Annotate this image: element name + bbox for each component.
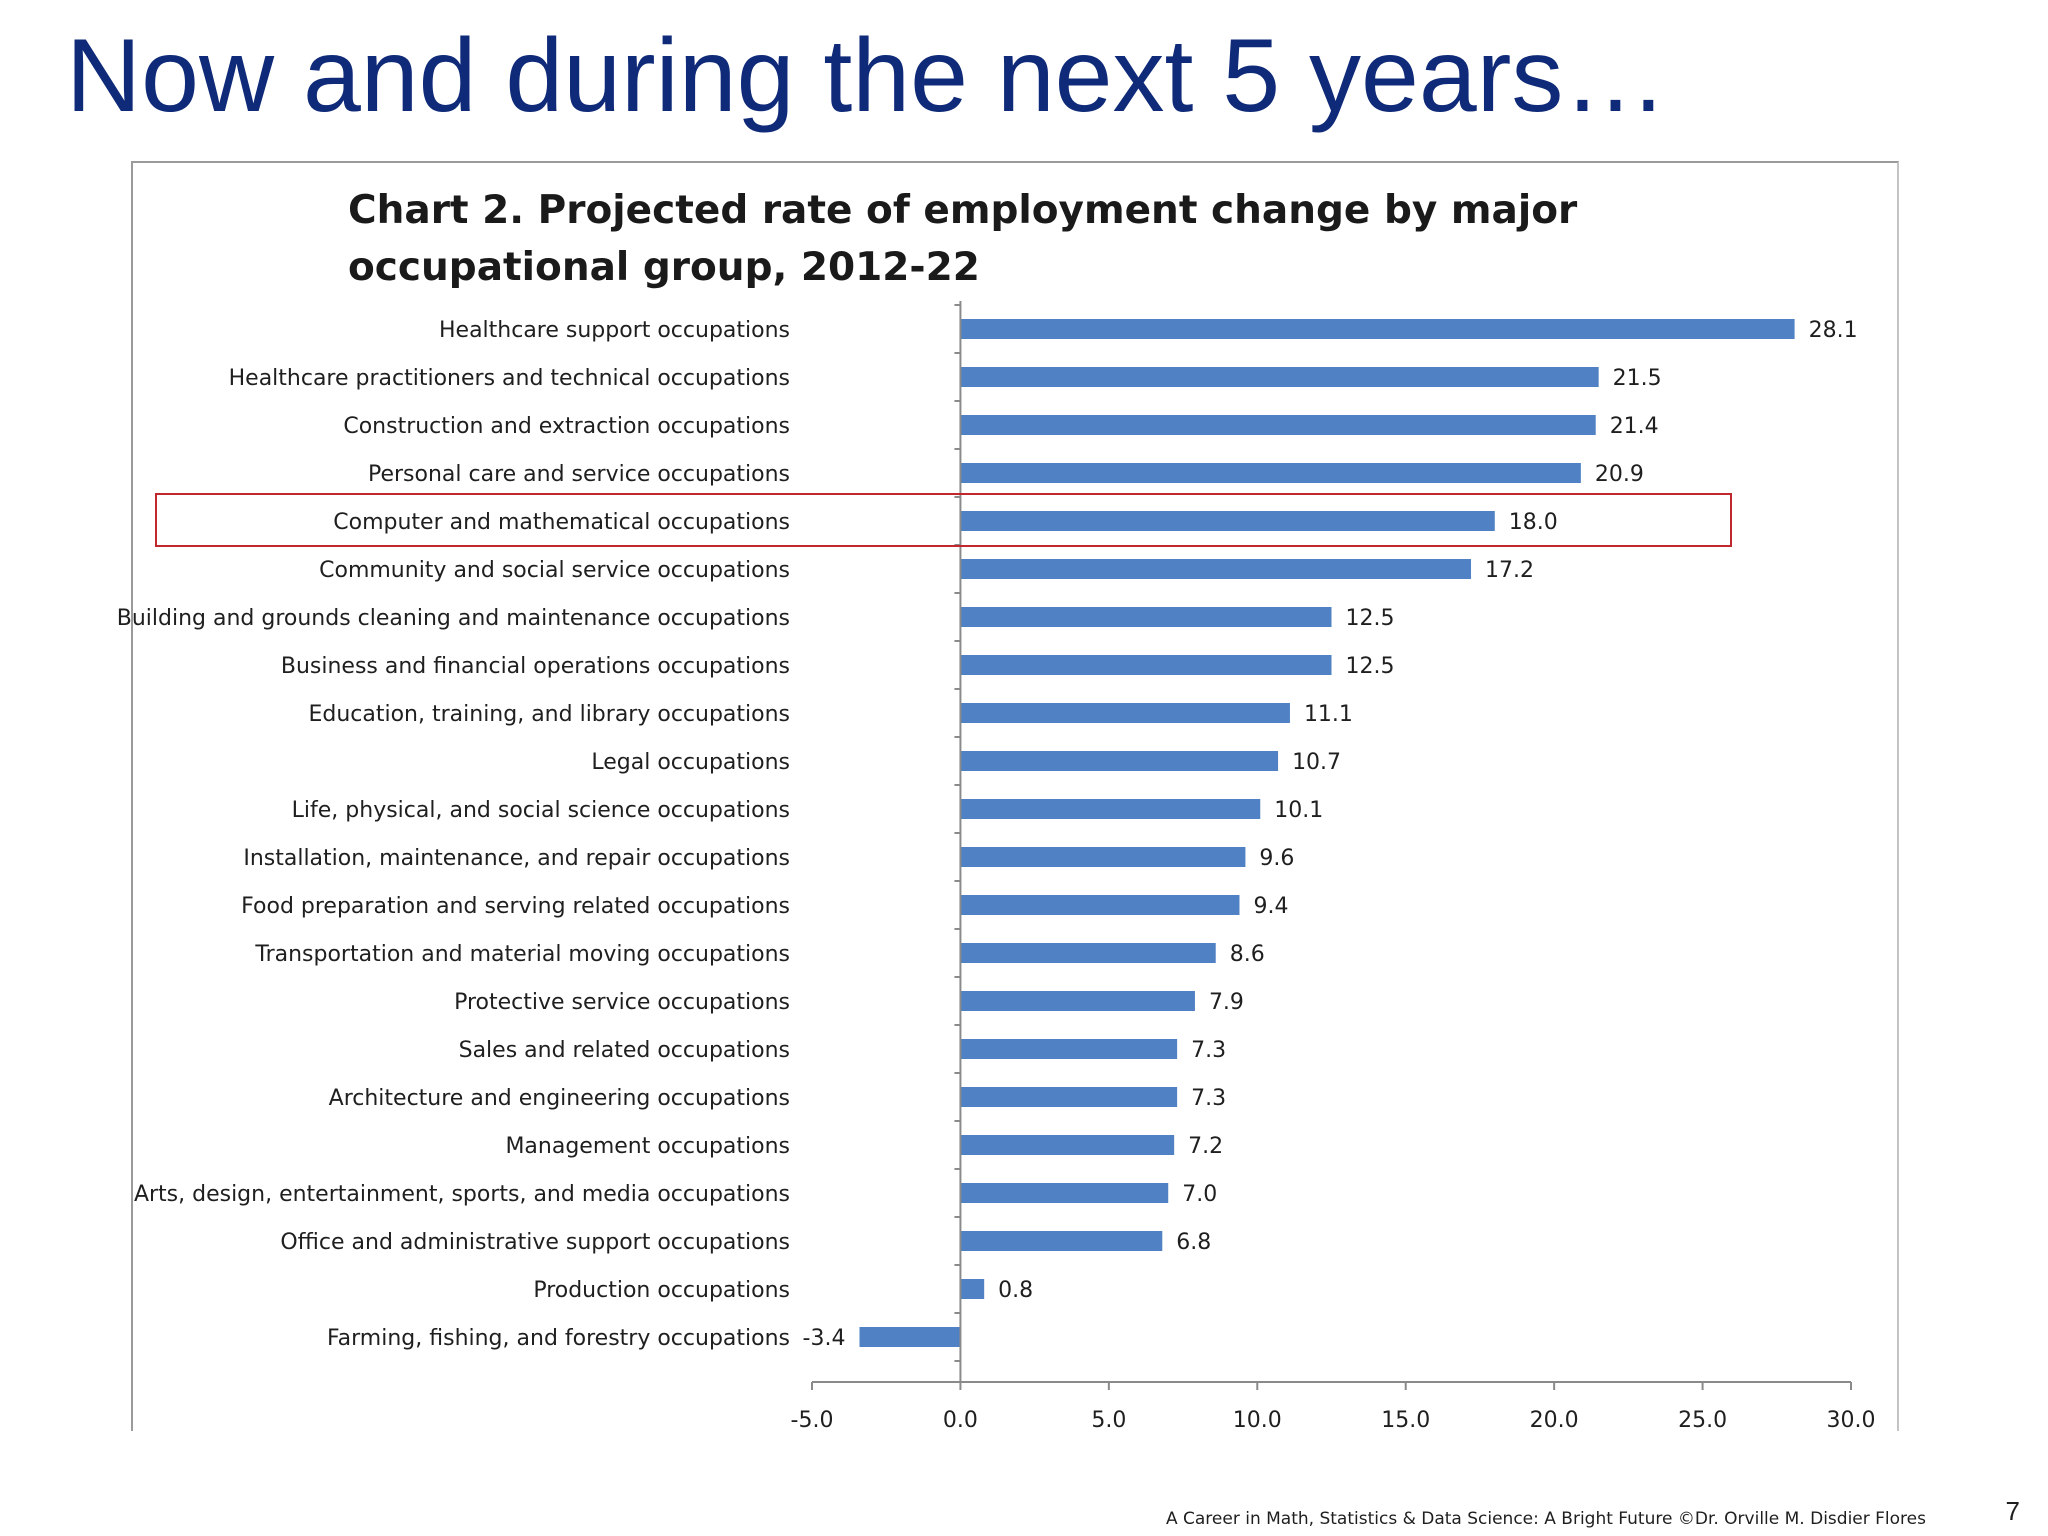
category-label-11: Installation, maintenance, and repair oc…: [243, 846, 790, 871]
category-label-12: Food preparation and serving related occ…: [241, 894, 790, 919]
value-label-6: 12.5: [1346, 606, 1395, 631]
category-label-14: Protective service occupations: [454, 990, 790, 1015]
bar-9: [960, 751, 1279, 771]
category-label-2: Construction and extraction occupations: [343, 414, 790, 439]
category-label-19: Office and administrative support occupa…: [280, 1230, 790, 1255]
category-label-0: Healthcare support occupations: [439, 318, 790, 343]
value-label-15: 7.3: [1191, 1038, 1226, 1063]
x-tick-label-3: 10.0: [1233, 1408, 1282, 1433]
category-label-6: Building and grounds cleaning and mainte…: [117, 606, 790, 631]
value-label-0: 28.1: [1809, 318, 1858, 343]
category-label-3: Personal care and service occupations: [368, 462, 790, 487]
value-label-10: 10.1: [1274, 798, 1323, 823]
slide-title: Now and during the next 5 years…: [66, 18, 1668, 134]
value-label-20: 0.8: [998, 1278, 1033, 1303]
axes-layer: -5.0 0.0 5.0 10.0 15.0 20.0 25.0 30.0: [791, 301, 1876, 1433]
value-label-11: 9.6: [1259, 846, 1294, 871]
value-label-9: 10.7: [1292, 750, 1341, 775]
bar-7: [960, 655, 1332, 675]
bar-18: [960, 1183, 1169, 1203]
value-label-1: 21.5: [1613, 366, 1662, 391]
value-label-17: 7.2: [1188, 1134, 1223, 1159]
category-label-13: Transportation and material moving occup…: [254, 942, 790, 967]
bar-17: [960, 1135, 1175, 1155]
value-label-18: 7.0: [1182, 1182, 1217, 1207]
x-tick-label-6: 25.0: [1678, 1408, 1727, 1433]
value-label-2: 21.4: [1610, 414, 1659, 439]
x-tick-label-7: 30.0: [1827, 1408, 1876, 1433]
bar-6: [960, 607, 1332, 627]
category-label-4: Computer and mathematical occupations: [333, 510, 790, 535]
footer-credit: A Career in Math, Statistics & Data Scie…: [1165, 1509, 1926, 1529]
x-tick-label-2: 5.0: [1091, 1408, 1126, 1433]
chart-title: Chart 2. Projected rate of employment ch…: [348, 188, 1578, 290]
bar-20: [960, 1279, 985, 1299]
bar-8: [960, 703, 1290, 723]
highlight-box: [155, 493, 1732, 547]
bar-4: [960, 511, 1495, 531]
value-label-13: 8.6: [1230, 942, 1265, 967]
value-label-12: 9.4: [1253, 894, 1288, 919]
value-label-3: 20.9: [1595, 462, 1644, 487]
bar-5: [960, 559, 1472, 579]
bar-2: [960, 415, 1596, 435]
category-label-8: Education, training, and library occupat…: [308, 702, 790, 727]
highlight-layer: [155, 493, 1732, 547]
value-label-14: 7.9: [1209, 990, 1244, 1015]
value-label-8: 11.1: [1304, 702, 1353, 727]
x-tick-label-4: 15.0: [1381, 1408, 1430, 1433]
slide-number: 7: [2005, 1496, 2020, 1526]
value-label-21: -3.4: [803, 1326, 846, 1351]
value-label-19: 6.8: [1176, 1230, 1211, 1255]
bar-12: [960, 895, 1240, 915]
x-tick-label-1: 0.0: [943, 1408, 978, 1433]
category-label-9: Legal occupations: [591, 750, 790, 775]
category-label-21: Farming, fishing, and forestry occupatio…: [327, 1326, 790, 1351]
value-label-16: 7.3: [1191, 1086, 1226, 1111]
bar-1: [960, 367, 1599, 387]
value-label-7: 12.5: [1346, 654, 1395, 679]
bar-16: [960, 1087, 1178, 1107]
bars-layer: [859, 319, 1795, 1347]
bar-10: [960, 799, 1261, 819]
category-label-16: Architecture and engineering occupations: [329, 1086, 790, 1111]
category-label-15: Sales and related occupations: [459, 1038, 790, 1063]
value-labels-layer: 28.1 21.5 21.4 20.9 18.0 17.2 12.5 12.5 11.1 10.7…: [803, 318, 1858, 1351]
value-label-4: 18.0: [1509, 510, 1558, 535]
category-label-17: Management occupations: [505, 1134, 790, 1159]
bar-13: [960, 943, 1216, 963]
x-tick-label-0: -5.0: [791, 1408, 834, 1433]
value-label-5: 17.2: [1485, 558, 1534, 583]
category-label-1: Healthcare practitioners and technical o…: [229, 366, 790, 391]
bar-14: [960, 991, 1195, 1011]
x-tick-label-5: 20.0: [1530, 1408, 1579, 1433]
bar-19: [960, 1231, 1163, 1251]
category-label-10: Life, physical, and social science occup…: [292, 798, 790, 823]
bar-11: [960, 847, 1246, 867]
bar-3: [960, 463, 1581, 483]
bar-21: [859, 1327, 961, 1347]
category-label-20: Production occupations: [533, 1278, 790, 1303]
bar-0: [960, 319, 1795, 339]
category-labels-layer: Healthcare support occupations Healthcare…: [117, 318, 790, 1351]
category-label-7: Business and financial operations occupa…: [281, 654, 790, 679]
bar-15: [960, 1039, 1178, 1059]
category-label-18: Arts, design, entertainment, sports, and…: [134, 1182, 790, 1207]
category-label-5: Community and social service occupations: [319, 558, 790, 583]
